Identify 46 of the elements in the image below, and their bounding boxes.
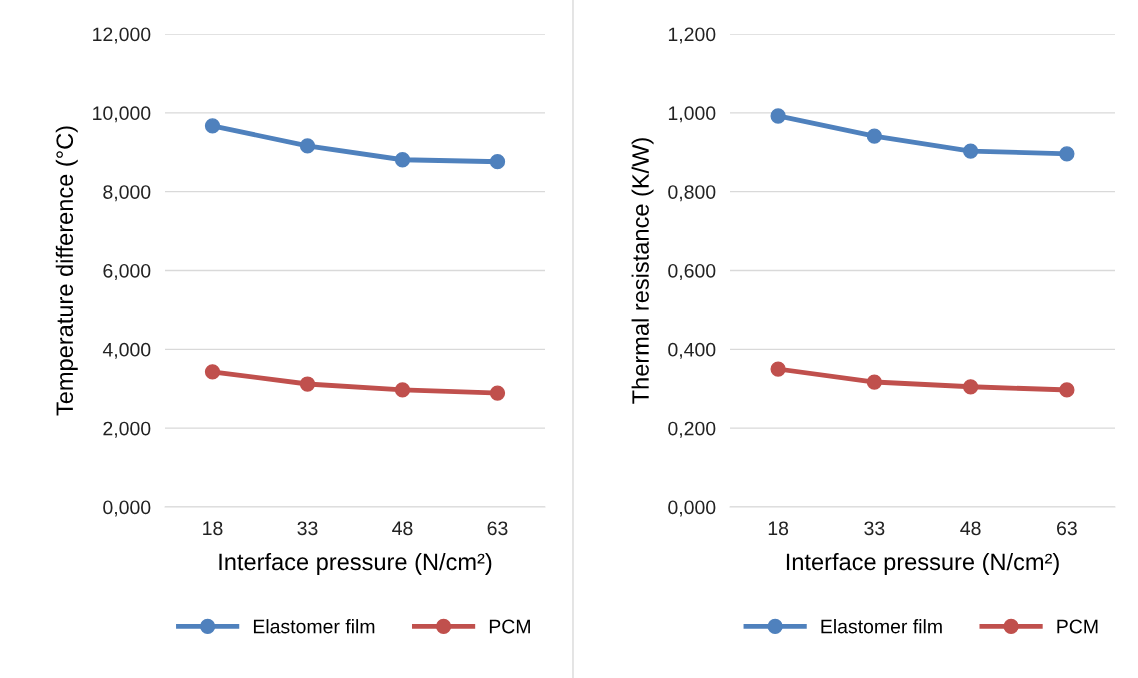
point (489, 154, 506, 170)
point (866, 128, 883, 144)
y-tick-label: 0,200 (668, 421, 716, 438)
y-tick-label: 12,000 (93, 27, 151, 44)
y-tick-label: 0,000 (668, 500, 716, 517)
y-tick-label: 6,000 (103, 263, 151, 281)
x-tick-label: 33 (297, 521, 318, 536)
y-tick-label: 8,000 (103, 185, 151, 202)
point (299, 376, 316, 392)
point (1059, 146, 1075, 162)
point (394, 152, 411, 168)
y-tick-label: 0,400 (668, 342, 716, 359)
legend-label: Elastomer film (253, 619, 375, 634)
x-tick-label: 48 (960, 521, 981, 536)
y-axis-title: Temperature difference (°C) (55, 126, 78, 416)
point (489, 385, 506, 401)
point (1059, 382, 1075, 398)
x-tick-label: 18 (768, 521, 789, 536)
legend-label: PCM (489, 619, 530, 634)
y-tick-label: 1,000 (668, 106, 716, 123)
point (962, 143, 979, 159)
legend-label: Elastomer film (821, 619, 942, 634)
legend-label: PCM (1057, 619, 1098, 634)
y-tick-label: 0,800 (668, 185, 716, 202)
x-tick-label: 63 (1057, 521, 1077, 536)
y-tick-label: 0,600 (668, 263, 716, 281)
x-axis-title: Interface pressure (N/cm²) (219, 552, 492, 575)
point (866, 374, 883, 390)
y-tick-label: 10,000 (93, 106, 151, 123)
x-tick-label: 33 (864, 521, 885, 536)
x-tick-label: 48 (392, 521, 413, 536)
y-tick-label: 4,000 (102, 342, 151, 359)
y-tick-label: 0,000 (103, 500, 151, 517)
point (394, 382, 411, 398)
point (299, 138, 316, 154)
x-tick-label: 18 (203, 521, 223, 536)
y-tick-label: 2,000 (103, 421, 151, 438)
point (204, 364, 221, 380)
x-axis-title: Interface pressure (N/cm²) (786, 552, 1059, 575)
point (962, 379, 979, 395)
y-axis-title: Thermal resistance (K/W) (631, 138, 654, 404)
point (770, 108, 786, 124)
point (204, 118, 221, 134)
y-tick-label: 1,200 (668, 27, 716, 44)
point (770, 361, 786, 377)
x-tick-label: 63 (487, 521, 508, 536)
